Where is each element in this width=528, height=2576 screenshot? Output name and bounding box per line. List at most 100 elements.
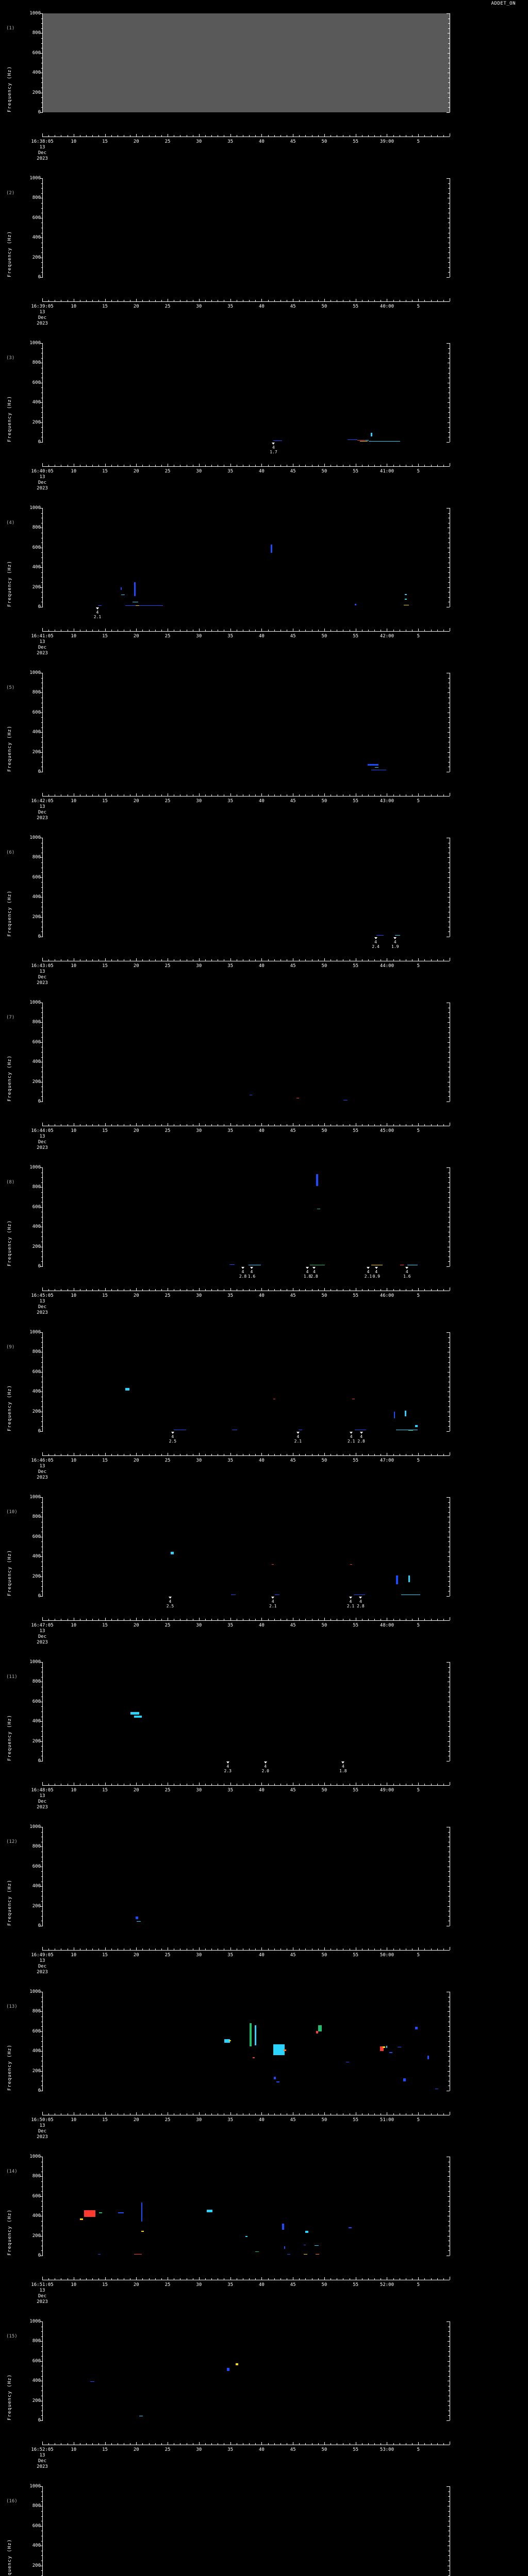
time-axis[interactable] <box>42 628 450 632</box>
right-axis-tick <box>448 1751 450 1752</box>
y-tick-minor <box>41 2206 43 2207</box>
y-tick-label: 1000 <box>29 2154 41 2159</box>
time-tick-minor <box>305 1289 306 1291</box>
time-axis[interactable] <box>42 1782 450 1786</box>
time-tick-minor <box>299 959 300 961</box>
time-tick-minor <box>155 1784 156 1785</box>
right-axis-tick <box>448 53 450 54</box>
detection-trace <box>282 2224 284 2230</box>
y-tick-minor <box>41 427 43 428</box>
time-axis[interactable] <box>42 298 450 302</box>
time-tick-minor <box>318 135 319 137</box>
time-tick-label: 10 <box>71 304 77 309</box>
right-axis-tick <box>448 247 450 248</box>
panel-9: (9) Frequency (Hz) 0 200 400 600 800 1000 4 2.5 4 2… <box>0 1329 528 1494</box>
time-tick-label: 20 <box>133 2447 139 2452</box>
time-tick-minor <box>299 794 300 796</box>
time-tick-minor <box>255 2443 256 2445</box>
detection-count: 4 <box>169 1599 172 1604</box>
time-axis[interactable] <box>42 463 450 467</box>
time-minute-label: 39:00 <box>380 139 394 144</box>
time-tick-minor <box>155 1454 156 1455</box>
time-end-label: 5 <box>417 139 420 144</box>
time-tick-minor <box>268 1124 269 1126</box>
time-tick-label: 35 <box>227 799 234 804</box>
time-tick-minor <box>86 1289 87 1291</box>
right-axis-tick <box>448 752 450 753</box>
time-tick-minor <box>155 1124 156 1126</box>
y-tick-label: 200 <box>32 1738 41 1744</box>
right-axis-tick <box>448 1052 450 1053</box>
right-axis-tick <box>448 2051 450 2052</box>
time-tick-label: 25 <box>164 799 171 804</box>
detection-trace <box>315 2245 319 2246</box>
time-tick-minor <box>48 1619 50 1620</box>
y-tick-minor <box>41 1421 43 1422</box>
y-tick-label: 0 <box>38 2088 41 2093</box>
date-month: Dec <box>38 315 47 320</box>
time-axis[interactable] <box>42 1947 450 1951</box>
detection-trace <box>408 1575 410 1583</box>
y-tick-minor <box>41 2570 43 2571</box>
right-axis-tick <box>448 1037 450 1038</box>
time-axis[interactable] <box>42 1617 450 1621</box>
time-tick-minor <box>155 135 156 137</box>
y-tick-minor <box>41 572 43 573</box>
time-tick-minor <box>431 1124 432 1126</box>
detection-trace <box>130 1712 140 1715</box>
y-tick-label: 600 <box>32 1863 41 1869</box>
time-tick-minor <box>111 135 112 137</box>
time-tick-minor <box>161 1948 162 1950</box>
y-tick-major <box>40 752 43 753</box>
time-tick-major <box>105 299 106 301</box>
right-axis-tick <box>448 1667 450 1668</box>
time-tick-minor <box>393 794 394 796</box>
y-tick-label: 600 <box>32 1039 41 1045</box>
y-tick-minor <box>41 262 43 263</box>
right-axis-tick <box>448 1861 450 1862</box>
date-day: 13 <box>39 1134 45 1139</box>
time-tick-minor <box>255 1948 256 1950</box>
time-tick-label: 35 <box>227 1953 234 1958</box>
right-axis-tick <box>448 677 450 679</box>
time-tick-minor <box>148 1948 150 1950</box>
time-tick-minor <box>374 135 375 137</box>
y-tick-label: 800 <box>32 2503 41 2509</box>
right-axis-tick <box>448 417 450 418</box>
detection-trace <box>380 2046 384 2052</box>
y-tick-minor <box>41 2046 43 2047</box>
y-tick-minor <box>41 677 43 679</box>
right-axis-tick <box>448 1347 450 1348</box>
y-axis-label: Frequency (Hz) <box>7 1879 12 1926</box>
y-tick-major <box>40 1906 43 1907</box>
y-tick-major <box>40 567 43 568</box>
time-tick-major <box>136 1783 137 1785</box>
time-tick-major <box>230 1618 231 1620</box>
y-tick-label: 800 <box>32 360 41 366</box>
time-tick-label: 15 <box>102 1623 108 1628</box>
detection-trace <box>316 2031 318 2033</box>
right-axis-tick <box>448 2191 450 2192</box>
time-axis[interactable] <box>42 1452 450 1456</box>
time-tick-label: 50 <box>321 469 327 474</box>
y-tick-minor <box>41 107 43 108</box>
y-tick-major <box>40 2071 43 2072</box>
y-tick-label: 200 <box>32 2563 41 2568</box>
time-tick-label: 40 <box>258 1623 265 1628</box>
